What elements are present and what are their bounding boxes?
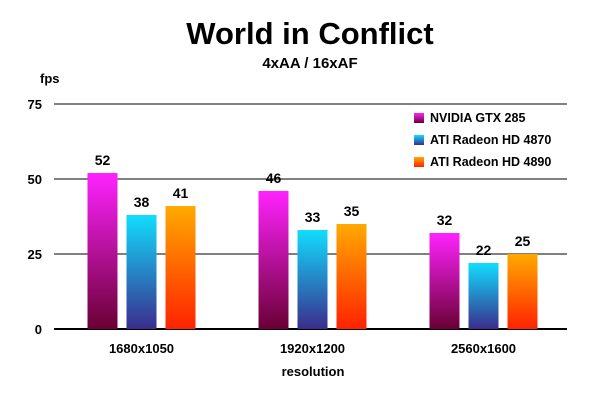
legend-label-1: ATI Radeon HD 4870	[430, 133, 551, 147]
x-axis-label: resolution	[282, 364, 345, 379]
bar-1920x1200-series-2	[336, 224, 367, 329]
legend-label-2: ATI Radeon HD 4890	[430, 155, 551, 169]
bar-2560x1600-series-1	[468, 263, 499, 329]
bar-2560x1600-series-0	[429, 233, 460, 329]
bar-2560x1600-series-2	[507, 254, 538, 329]
data-label-1680x1050-series-1: 38	[134, 194, 150, 210]
y-tick-label-50: 50	[28, 172, 42, 187]
data-label-2560x1600-series-2: 25	[515, 233, 531, 249]
x-tick-label-1920x1200: 1920x1200	[280, 341, 345, 356]
x-tick-label-2560x1600: 2560x1600	[451, 341, 516, 356]
y-axis-label: fps	[40, 71, 60, 86]
data-labels: 52 38 41 46 33 35 32 22 25	[95, 152, 531, 258]
data-label-1680x1050-series-2: 41	[173, 185, 189, 201]
bar-1680x1050-series-1	[126, 215, 157, 329]
data-label-2560x1600-series-0: 32	[437, 212, 453, 228]
x-tick-label-1680x1050: 1680x1050	[109, 341, 174, 356]
legend: NVIDIA GTX 285 ATI Radeon HD 4870 ATI Rade…	[414, 111, 551, 169]
bar-1920x1200-series-1	[297, 230, 328, 329]
bar-1680x1050-series-0	[87, 173, 118, 329]
bar-1920x1200-series-0	[258, 191, 289, 329]
legend-swatch-0	[414, 113, 424, 123]
chart-subtitle: 4xAA / 16xAF	[262, 55, 357, 72]
y-tick-label-25: 25	[28, 247, 42, 262]
data-label-1920x1200-series-0: 46	[266, 170, 282, 186]
legend-swatch-1	[414, 135, 424, 145]
x-tick-labels: 1680x1050 1920x1200 2560x1600	[109, 341, 516, 356]
data-label-1920x1200-series-2: 35	[344, 203, 360, 219]
bar-1680x1050-series-2	[165, 206, 196, 329]
legend-label-0: NVIDIA GTX 285	[430, 111, 525, 125]
y-tick-label-75: 75	[28, 97, 42, 112]
data-label-1920x1200-series-1: 33	[305, 209, 321, 225]
data-label-2560x1600-series-1: 22	[476, 242, 492, 258]
chart-title: World in Conflict	[186, 16, 433, 51]
y-tick-labels: 0 25 50 75	[28, 97, 42, 337]
y-tick-label-0: 0	[35, 322, 42, 337]
data-label-1680x1050-series-0: 52	[95, 152, 111, 168]
legend-swatch-2	[414, 157, 424, 167]
bars	[87, 173, 538, 329]
